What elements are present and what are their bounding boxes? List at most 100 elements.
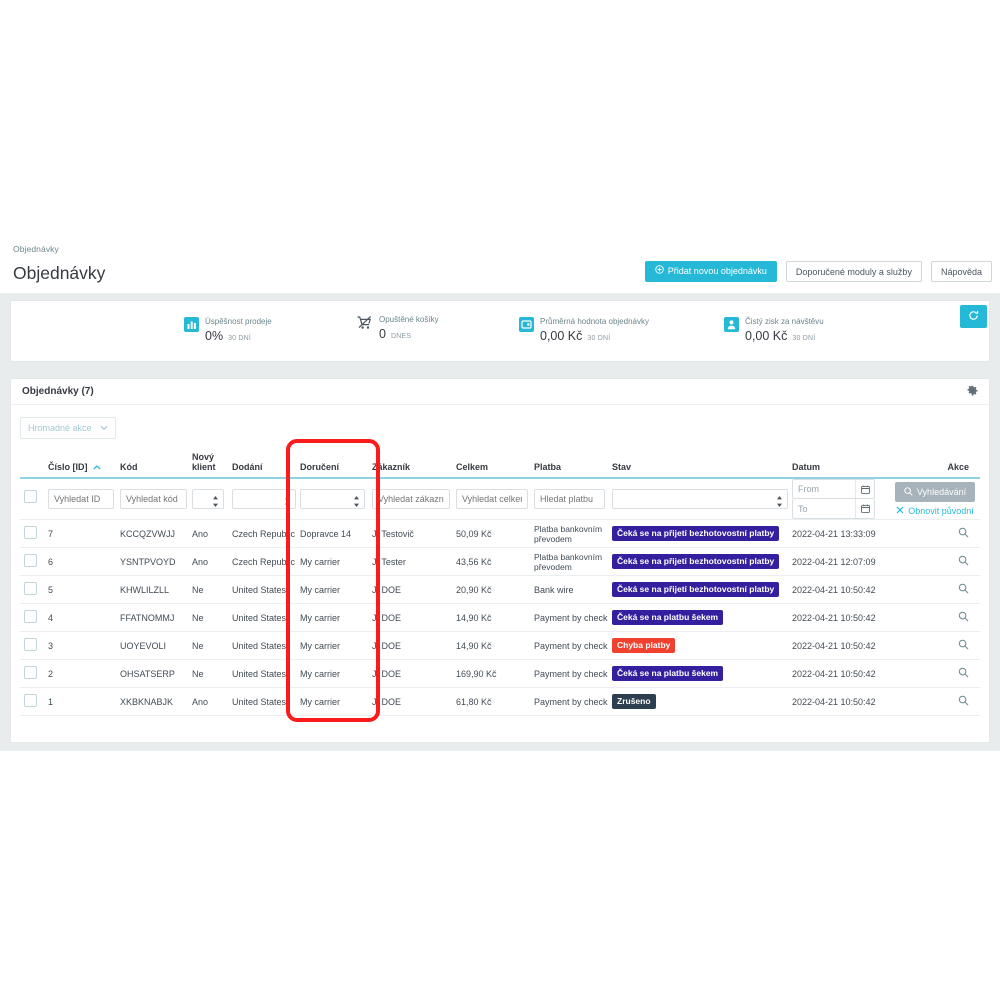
- kpi-sales-conversion: Úspěšnost prodeje 0% 30 dní: [184, 317, 272, 343]
- table-row[interactable]: 6 YSNTPVOYD Ano Czech Republic My carrie…: [20, 547, 980, 576]
- cell-actions: [890, 631, 980, 660]
- cell-date: 2022-04-21 13:33:09: [788, 519, 890, 548]
- row-checkbox[interactable]: [24, 610, 37, 623]
- table-row[interactable]: 7 KCCQZVWJJ Ano Czech Republic Dopravce …: [20, 519, 980, 548]
- search-details-icon[interactable]: [958, 695, 969, 708]
- wallet-icon: [519, 317, 534, 337]
- new-client-select[interactable]: [192, 489, 224, 509]
- cell-date: 2022-04-21 10:50:42: [788, 631, 890, 660]
- cell-date: 2022-04-21 10:50:42: [788, 603, 890, 632]
- row-checkbox[interactable]: [24, 582, 37, 595]
- table-row[interactable]: 2 OHSATSERP Ne United States My carrier …: [20, 659, 980, 688]
- date-to-value: To: [798, 503, 808, 514]
- kpi-panel: Úspěšnost prodeje 0% 30 dní Opuštěné koš…: [10, 300, 990, 362]
- column-header-new-client[interactable]: Nový klient: [192, 452, 216, 472]
- status-select[interactable]: [612, 489, 788, 509]
- table-row[interactable]: 3 UOYEVOLI Ne United States My carrier J…: [20, 631, 980, 660]
- cell-code: YSNTPVOYD: [116, 547, 188, 576]
- row-checkbox[interactable]: [24, 694, 37, 707]
- filter-row: From To: [20, 478, 980, 520]
- cell-customer[interactable]: J. DOE: [368, 603, 452, 632]
- search-details-icon[interactable]: [958, 639, 969, 652]
- kpi-value: 0,00 Kč: [540, 329, 583, 343]
- cell-customer[interactable]: J. DOE: [368, 687, 452, 716]
- row-checkbox[interactable]: [24, 554, 37, 567]
- cell-actions: [890, 603, 980, 632]
- sort-asc-icon[interactable]: [93, 462, 101, 472]
- orders-panel-body: Hromadné akce Číslo [ID]: [11, 405, 989, 716]
- search-code-input[interactable]: [120, 489, 187, 509]
- calendar-icon[interactable]: [855, 480, 874, 498]
- cell-customer[interactable]: J. Testovič: [368, 519, 452, 548]
- column-header-delivery[interactable]: Dodání: [232, 462, 263, 472]
- column-header-total[interactable]: Celkem: [456, 462, 489, 472]
- column-header-code[interactable]: Kód: [120, 462, 138, 472]
- bulk-actions-dropdown[interactable]: Hromadné akce: [20, 417, 116, 439]
- visitor-icon: [724, 317, 739, 337]
- filter-actions-cell: Vyhledávání Obnovit původní: [890, 478, 980, 520]
- column-header-customer[interactable]: Zákazník: [372, 462, 411, 472]
- search-total-input[interactable]: [456, 489, 528, 509]
- calendar-icon[interactable]: [855, 499, 874, 518]
- column-header-id[interactable]: Číslo [ID]: [44, 448, 116, 478]
- add-new-order-button[interactable]: Přidat novou objednávku: [644, 261, 777, 282]
- reset-filters-link[interactable]: Obnovit původní: [895, 506, 975, 516]
- cell-carrier: My carrier: [296, 547, 368, 576]
- table-row[interactable]: 5 KHWLILZLL Ne United States My carrier …: [20, 575, 980, 604]
- search-details-icon[interactable]: [958, 667, 969, 680]
- search-id-input[interactable]: [48, 489, 114, 509]
- kpi-value: 0,00 Kč: [745, 329, 788, 343]
- cell-new-client: Ano: [188, 547, 228, 576]
- cell-customer[interactable]: J. DOE: [368, 659, 452, 688]
- cell-customer[interactable]: J. DOE: [368, 631, 452, 660]
- cell-new-client: Ne: [188, 659, 228, 688]
- recommended-modules-button[interactable]: Doporučené moduly a služby: [785, 261, 922, 282]
- cell-new-client: Ano: [188, 519, 228, 548]
- cell-delivery: Czech Republic: [228, 547, 296, 576]
- cell-customer[interactable]: J. Tester: [368, 547, 452, 576]
- cell-actions: [890, 519, 980, 548]
- cell-date: 2022-04-21 12:07:09: [788, 547, 890, 576]
- search-details-icon[interactable]: [958, 583, 969, 596]
- carrier-select[interactable]: [300, 489, 365, 509]
- search-button[interactable]: Vyhledávání: [895, 482, 975, 502]
- search-icon: [904, 486, 913, 498]
- cell-status: Čeká se na přijetí bezhotovostní platby: [608, 547, 788, 576]
- row-checkbox[interactable]: [24, 526, 37, 539]
- cell-status: Chyba platby: [608, 631, 788, 660]
- select-all-checkbox[interactable]: [24, 490, 37, 503]
- filter-id-cell: [44, 478, 116, 520]
- breadcrumb: Objednávky: [13, 244, 59, 254]
- row-checkbox[interactable]: [24, 638, 37, 651]
- cell-delivery: United States: [228, 687, 296, 716]
- gear-icon[interactable]: [967, 383, 978, 401]
- table-header-row: Číslo [ID] Kód Nový klient Dodání Doruče…: [20, 448, 980, 478]
- cell-customer[interactable]: J. DOE: [368, 575, 452, 604]
- refresh-kpi-button[interactable]: [960, 305, 987, 328]
- help-button[interactable]: Nápověda: [930, 261, 992, 282]
- kpi-period: 30 dní: [228, 335, 252, 342]
- column-header-status[interactable]: Stav: [612, 462, 632, 472]
- kpi-value: 0: [379, 327, 386, 341]
- column-header-date[interactable]: Datum: [792, 462, 821, 472]
- search-button-label: Vyhledávání: [916, 487, 967, 497]
- search-payment-input[interactable]: [534, 489, 605, 509]
- search-details-icon[interactable]: [958, 527, 969, 540]
- table-row[interactable]: 1 XKBKNABJK Ano United States My carrier…: [20, 687, 980, 716]
- date-from-field[interactable]: From: [792, 479, 875, 499]
- row-checkbox[interactable]: [24, 666, 37, 679]
- search-details-icon[interactable]: [958, 611, 969, 624]
- date-to-field[interactable]: To: [792, 499, 875, 519]
- cell-code: KCCQZVWJJ: [116, 519, 188, 548]
- search-details-icon[interactable]: [958, 555, 969, 568]
- search-customer-input[interactable]: [372, 489, 450, 509]
- cell-payment: Payment by check: [530, 687, 608, 716]
- cell-delivery: United States: [228, 603, 296, 632]
- filter-date-cell: From To: [788, 478, 890, 520]
- column-header-payment[interactable]: Platba: [534, 462, 562, 472]
- table-row[interactable]: 4 FFATNOMMJ Ne United States My carrier …: [20, 603, 980, 632]
- column-header-carrier[interactable]: Doručení: [300, 462, 340, 472]
- filter-customer-cell: [368, 478, 452, 520]
- cell-total: 43,56 Kč: [452, 547, 530, 576]
- select-all-cell: [20, 478, 44, 520]
